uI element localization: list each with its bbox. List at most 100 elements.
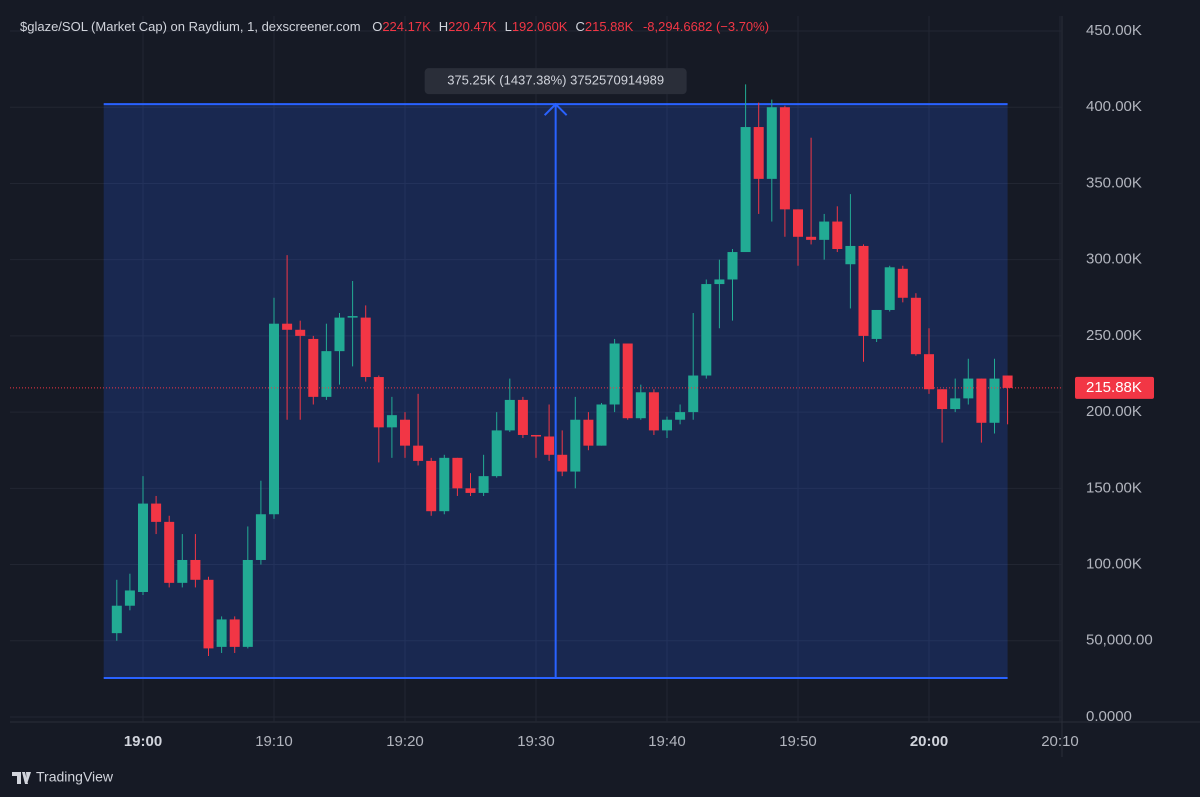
y-tick-label: 0.0000	[1086, 708, 1132, 725]
y-tick-label: 250.00K	[1086, 327, 1142, 344]
candle-body	[609, 343, 620, 405]
change: -8,294.6682 (−3.70%)	[642, 19, 770, 34]
candle-body	[386, 415, 397, 428]
candle-body	[413, 445, 424, 461]
candle-body	[675, 412, 686, 420]
x-tick-label: 20:10	[1041, 733, 1079, 750]
candle-body	[478, 476, 489, 493]
candle-body	[439, 457, 450, 512]
ohlc-value: 220.47K	[448, 19, 497, 34]
candle-body	[531, 434, 541, 437]
candle-body	[740, 127, 751, 253]
candle-body	[596, 404, 607, 446]
candle-body	[308, 338, 319, 397]
footer-brand: TradingView	[36, 769, 114, 785]
candle-body	[963, 378, 974, 399]
candle-body	[793, 209, 803, 237]
candle-body	[282, 323, 293, 330]
candle-body	[688, 375, 699, 413]
candle-body	[373, 377, 384, 428]
candle-body	[138, 503, 148, 592]
grid	[10, 16, 1062, 722]
ohlc-value: 215.88K	[584, 19, 634, 34]
y-tick-label: 300.00K	[1086, 251, 1142, 268]
candle-body	[989, 378, 1000, 423]
candle-body	[295, 329, 306, 336]
candle-body	[229, 619, 240, 647]
candle-body	[426, 460, 437, 512]
x-tick-label: 19:10	[255, 733, 293, 750]
candle-body	[976, 378, 987, 423]
candle-body	[491, 430, 502, 477]
measure-label-bg	[424, 68, 687, 95]
candle-body	[897, 268, 908, 298]
candle-body	[517, 399, 528, 435]
logo-icon	[12, 772, 31, 784]
candle-body	[164, 521, 175, 583]
logo: TradingView	[12, 769, 114, 785]
candle-body	[950, 398, 961, 410]
y-tick-label: 450.00K	[1086, 22, 1142, 39]
candle-body	[871, 309, 882, 339]
axes: 0.0000 50,000.00 100.00K 150.00K 200.00K 250.…	[10, 22, 1154, 750]
candle-body	[544, 436, 555, 455]
candle-body	[269, 323, 279, 515]
candle-body	[255, 514, 266, 560]
last-price-label: 215.88K	[1086, 379, 1142, 396]
candle-body	[779, 107, 790, 210]
candle-body	[334, 317, 345, 352]
candle-body	[806, 236, 817, 240]
y-tick-label: 200.00K	[1086, 403, 1142, 420]
candle-body	[321, 351, 332, 397]
candle-body	[557, 454, 568, 472]
candle-body	[151, 503, 162, 522]
x-tick-label: 19:30	[517, 733, 555, 750]
candle-body	[701, 284, 712, 376]
measure-arrow-head	[543, 102, 568, 116]
x-tick-label: 19:20	[386, 733, 424, 750]
ohlc: O224.17K H220.47K L192.060K C215.88K	[364, 19, 633, 34]
candle-body	[347, 316, 358, 318]
candle-body	[714, 279, 725, 285]
candle-body	[570, 419, 581, 472]
ohlc-key: H	[438, 19, 449, 34]
candle-body	[832, 221, 843, 249]
ohlc-key: L	[504, 19, 512, 34]
y-tick-label: 150.00K	[1086, 479, 1142, 496]
candle-body	[203, 579, 214, 649]
measure-label: 375.25K (1437.38%) 3752570914989	[447, 73, 664, 88]
y-tick-label: 100.00K	[1086, 556, 1142, 573]
candle-body	[504, 399, 515, 431]
candle-body	[766, 107, 777, 179]
x-tick-label: 19:40	[648, 733, 686, 750]
candle-body	[910, 297, 921, 355]
candle-body	[111, 605, 122, 634]
measure-tool: 375.25K (1437.38%) 3752570914989	[103, 68, 1008, 679]
candle-body	[583, 419, 594, 446]
candle-body	[662, 419, 672, 431]
y-tick-label: 50,000.00	[1086, 632, 1153, 649]
x-tick-label: 19:50	[779, 733, 817, 750]
candle-body	[635, 392, 646, 419]
y-tick-label: 350.00K	[1086, 174, 1142, 191]
candle-body	[452, 457, 463, 489]
ohlc-key: C	[575, 19, 585, 34]
last-price-bg	[1075, 376, 1154, 399]
candle-body	[622, 343, 633, 419]
candle-body	[177, 559, 188, 583]
candles	[111, 84, 1013, 657]
header: $glaze/SOL (Market Cap) on Raydium, 1, d…	[20, 19, 769, 34]
candle-body	[845, 245, 856, 265]
ohlc-key: O	[372, 19, 383, 34]
candle-body	[190, 559, 201, 580]
ohlc-value: 224.17K	[382, 19, 431, 34]
candle-body	[937, 389, 948, 410]
x-tick-label: 19:00	[124, 733, 162, 750]
candle-body	[360, 317, 371, 378]
candle-body	[465, 488, 476, 493]
candle-body	[924, 354, 934, 390]
candle-body	[753, 127, 764, 179]
candle-body	[400, 419, 410, 446]
